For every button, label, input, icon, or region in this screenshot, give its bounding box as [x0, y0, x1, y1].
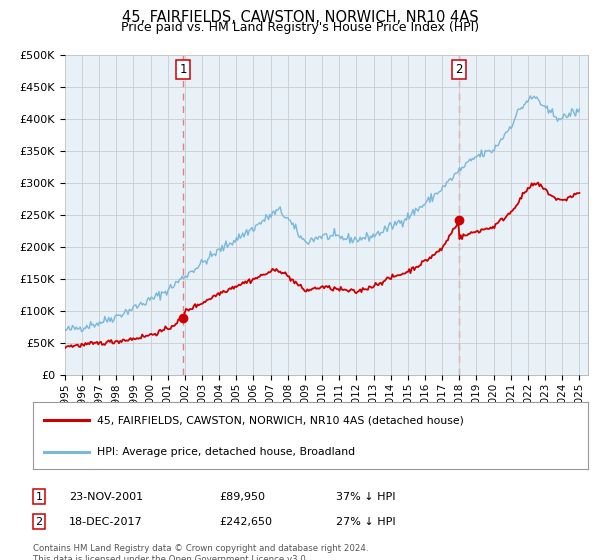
Text: 1: 1: [35, 492, 43, 502]
Text: 45, FAIRFIELDS, CAWSTON, NORWICH, NR10 4AS (detached house): 45, FAIRFIELDS, CAWSTON, NORWICH, NR10 4…: [97, 416, 464, 426]
Text: 27% ↓ HPI: 27% ↓ HPI: [336, 517, 395, 527]
Text: 45, FAIRFIELDS, CAWSTON, NORWICH, NR10 4AS: 45, FAIRFIELDS, CAWSTON, NORWICH, NR10 4…: [122, 10, 478, 25]
Text: Price paid vs. HM Land Registry's House Price Index (HPI): Price paid vs. HM Land Registry's House …: [121, 21, 479, 34]
Text: 37% ↓ HPI: 37% ↓ HPI: [336, 492, 395, 502]
Text: 1: 1: [179, 63, 187, 76]
Text: 18-DEC-2017: 18-DEC-2017: [69, 517, 143, 527]
Text: £89,950: £89,950: [219, 492, 265, 502]
Text: 23-NOV-2001: 23-NOV-2001: [69, 492, 143, 502]
Text: £242,650: £242,650: [219, 517, 272, 527]
Text: Contains HM Land Registry data © Crown copyright and database right 2024.
This d: Contains HM Land Registry data © Crown c…: [33, 544, 368, 560]
Text: HPI: Average price, detached house, Broadland: HPI: Average price, detached house, Broa…: [97, 447, 355, 457]
Text: 2: 2: [35, 517, 43, 527]
Text: 2: 2: [455, 63, 463, 76]
